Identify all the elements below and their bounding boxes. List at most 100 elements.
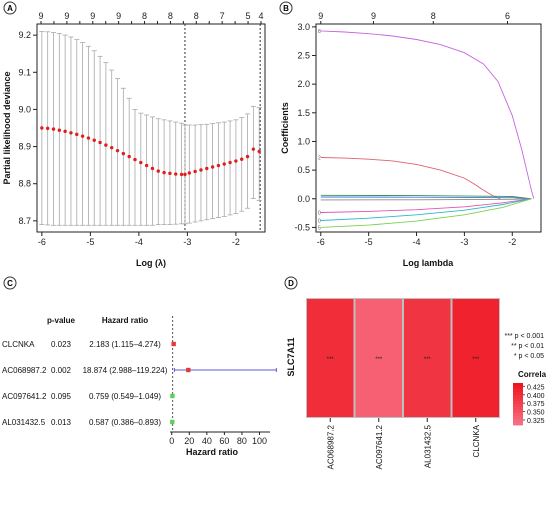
- deviance-point: [133, 157, 137, 162]
- colorbar-segment: [513, 392, 523, 396]
- deviance-point: [69, 131, 73, 135]
- x-tick-label: -5: [86, 237, 94, 247]
- gene-name: AC068987.2: [2, 366, 47, 375]
- colorbar-segment: [513, 416, 523, 420]
- x-tick-label: 100: [252, 436, 267, 446]
- top-tick-label: 9: [116, 11, 121, 21]
- y-tick-label: 9.1: [18, 67, 31, 77]
- deviance-point: [222, 162, 226, 166]
- panel-b-y-label: Coefficients: [280, 102, 290, 154]
- deviance-point: [86, 136, 91, 140]
- deviance-point: [240, 157, 244, 161]
- coefficient-path: [320, 194, 532, 200]
- pvalue-header: p-value: [47, 316, 76, 325]
- y-tick-label: -0.5: [294, 222, 310, 232]
- top-tick-label: 7: [220, 11, 225, 21]
- panel-b-coefficient-paths: Log lambda Coefficients -6 -5 -4 -3 -2 -0.5 0.…: [280, 11, 542, 268]
- colorbar-segment: [513, 395, 523, 399]
- coefficient-path: [320, 198, 532, 221]
- x-tick-label: -4: [413, 237, 421, 247]
- top-tick-label: 5: [246, 11, 251, 21]
- hazard-ratio-text: 0.587 (0.386–0.893): [89, 418, 161, 427]
- panel-a-y-label: Partial likelihood deviance: [2, 71, 12, 184]
- panel-letter-a: A: [3, 1, 17, 15]
- top-tick-label: 9: [64, 11, 69, 21]
- deviance-point: [75, 132, 79, 137]
- column-label: AC097641.2: [375, 424, 384, 469]
- x-tick-label: -2: [508, 237, 516, 247]
- top-tick-label: 8: [431, 11, 436, 21]
- top-tick-label: 9: [318, 11, 323, 21]
- svg-text:D: D: [288, 279, 294, 288]
- coefficient-path: [320, 198, 532, 213]
- pvalue: 0.095: [51, 392, 72, 401]
- heatmap-row-label: SLC7A11: [286, 337, 296, 376]
- svg-text:C: C: [7, 279, 13, 288]
- colorbar-segment: [513, 398, 523, 402]
- deviance-point: [139, 160, 143, 165]
- deviance-point: [245, 154, 250, 159]
- colorbar-segment: [513, 383, 523, 387]
- hazard-ratio-point: [170, 419, 175, 425]
- x-tick-label: -6: [317, 237, 325, 247]
- colorbar-segment: [513, 413, 523, 417]
- colorbar-tick-label: 0.350: [527, 410, 545, 417]
- path-end-label: 8: [318, 29, 321, 35]
- panel-letter-c: C: [3, 276, 17, 290]
- colorbar-tick-label: 0.325: [527, 418, 545, 425]
- gene-name: CLCNKA: [2, 340, 35, 349]
- colorbar-segment: [513, 404, 523, 408]
- colorbar-tick-label: 0.400: [527, 393, 545, 400]
- top-tick-label: 9: [90, 11, 95, 21]
- gene-name: AC097641.2: [2, 392, 47, 401]
- deviance-point: [45, 126, 50, 131]
- deviance-point: [110, 145, 114, 150]
- path-end-label: 2: [318, 156, 321, 162]
- x-tick-label: 80: [237, 436, 247, 446]
- panel-b-frame: [315, 23, 542, 233]
- x-tick-label: 40: [202, 436, 212, 446]
- hazard-ratio-text: 18.874 (2.988–119.224): [83, 366, 168, 375]
- x-tick-label: 60: [219, 436, 229, 446]
- heatmap-cell: [404, 299, 451, 417]
- colorbar-segment: [513, 389, 523, 393]
- x-tick-label: 20: [184, 436, 194, 446]
- colorbar-tick-label: 0.375: [527, 401, 545, 408]
- significance-stars: ***: [424, 357, 432, 363]
- hazard-ratio-point: [171, 341, 176, 347]
- y-tick-label: 8.8: [18, 179, 31, 189]
- deviance-point: [234, 159, 238, 163]
- y-tick-label: 2.5: [297, 51, 310, 61]
- coefficient-path: [320, 157, 501, 200]
- column-label: AC068987.2: [326, 424, 335, 469]
- colorbar-segment: [513, 422, 523, 426]
- hazard-ratio-header: Hazard ratio: [102, 316, 148, 325]
- coefficient-path: [320, 198, 532, 201]
- y-tick-label: 1.5: [297, 108, 310, 118]
- y-tick-label: 3.0: [297, 22, 310, 32]
- path-end-label: 0: [318, 219, 321, 225]
- y-tick-label: 2.0: [297, 79, 310, 89]
- panel-c-forest-plot: p-value Hazard ratio Hazard ratio 0 20 40 6…: [2, 316, 277, 457]
- panel-a-x-label: Log (λ): [136, 258, 166, 268]
- heatmap-cell: [307, 299, 354, 417]
- panel-letter-d: D: [284, 276, 298, 290]
- deviance-point: [150, 166, 155, 171]
- hazard-ratio-point: [186, 367, 191, 373]
- deviance-point: [156, 169, 160, 173]
- y-tick-label: 8.7: [18, 216, 31, 226]
- deviance-point: [251, 147, 256, 151]
- x-tick-label: -6: [38, 237, 46, 247]
- colorbar-tick-label: 0.425: [527, 384, 545, 391]
- x-tick-label: -4: [135, 237, 143, 247]
- legend-title: Correlation: [518, 370, 546, 379]
- deviance-point: [115, 148, 120, 153]
- deviance-point: [187, 171, 192, 175]
- hazard-ratio-point: [170, 393, 175, 399]
- gene-name: AL031432.5: [2, 418, 46, 427]
- coefficient-path: [320, 198, 532, 228]
- y-tick-label: 9.0: [18, 104, 31, 114]
- significance-stars: ***: [327, 357, 335, 363]
- coefficient-path: [320, 30, 535, 199]
